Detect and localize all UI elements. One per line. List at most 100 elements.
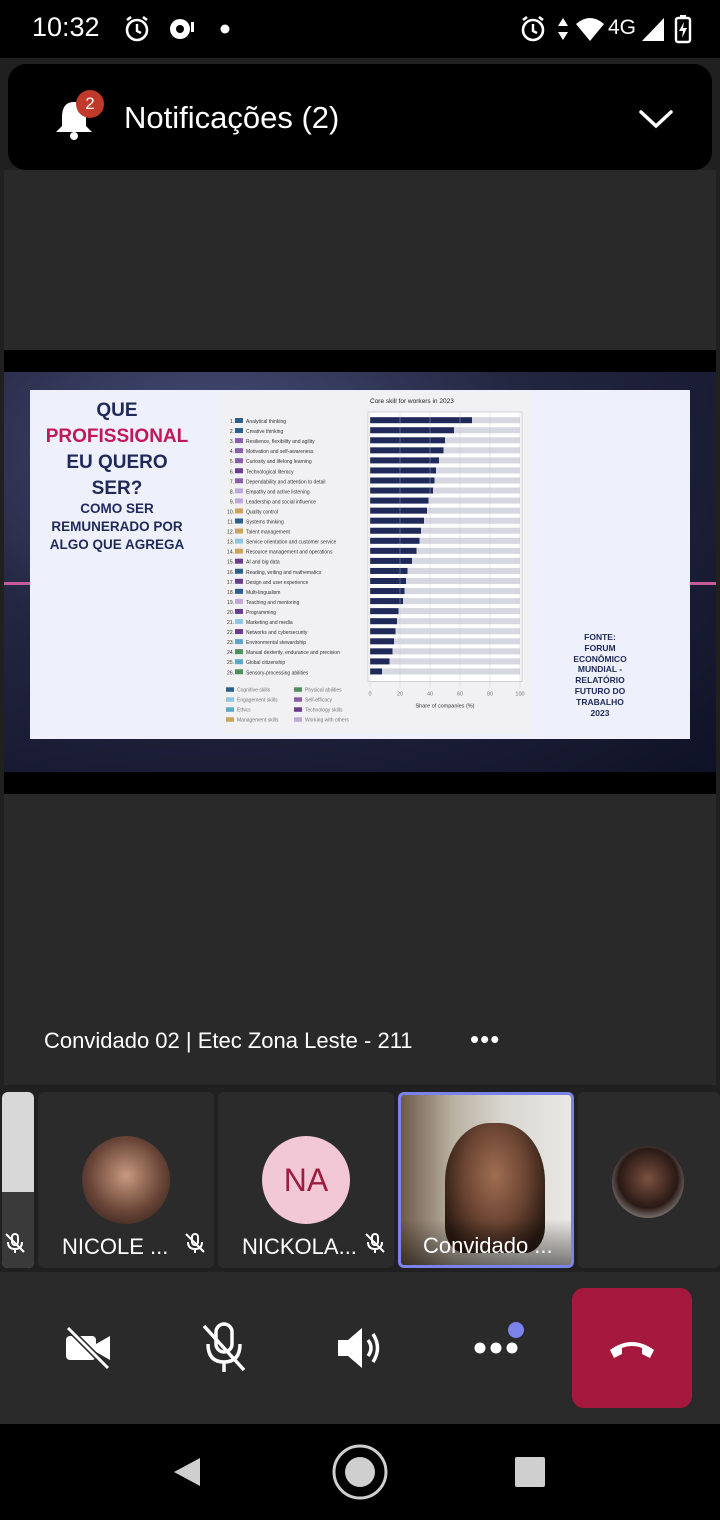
- chart-category-swatch: [235, 458, 243, 464]
- chart-category-label: Design and user experience: [246, 580, 308, 586]
- chart-category-swatch: [235, 518, 243, 524]
- chart-category-swatch: [235, 428, 243, 434]
- chart-bar: [370, 487, 433, 494]
- participant-name: NICKOLA...: [242, 1234, 357, 1259]
- chart-bar-track: [370, 467, 520, 474]
- slide-subtitle-line: REMUNERADO POR: [51, 519, 183, 534]
- chart-plot-frame: [367, 411, 523, 682]
- chart-category-label: Manual dexterity, endurance and precisio…: [246, 650, 340, 656]
- mic-off-icon: [5, 1233, 25, 1253]
- chart-category-label: Dependability and attention to detail: [246, 479, 326, 485]
- chart-bar: [370, 567, 408, 574]
- chart-bar: [370, 588, 405, 595]
- source-line: RELATÓRIO: [575, 675, 625, 686]
- source-line: 2023: [590, 707, 610, 718]
- slide-subtitle-line: COMO SER: [80, 501, 154, 516]
- chart-bar-track: [370, 457, 520, 464]
- chart-bar-track: [370, 567, 520, 574]
- chart-category-label: Service orientation and customer service: [246, 540, 337, 546]
- chart-category-label: Teaching and mentoring: [246, 600, 300, 606]
- chart-bar: [370, 467, 436, 474]
- chart-bar: [370, 638, 394, 645]
- back-icon[interactable]: [170, 1454, 206, 1490]
- notification-badge: 2: [76, 90, 104, 118]
- chart-category-label: Networks and cybersecurity: [246, 630, 308, 636]
- recents-icon[interactable]: [514, 1456, 546, 1488]
- avatar: [82, 1136, 170, 1224]
- source-line: ECONÔMICO: [573, 653, 627, 664]
- chart-category-label: AI and big data: [246, 560, 280, 566]
- participant-tile[interactable]: NA NICKOLA...: [218, 1092, 394, 1268]
- chart-category-swatch: [235, 448, 243, 454]
- chevron-down-icon[interactable]: [638, 106, 674, 132]
- status-bar: 10:32 4G: [0, 0, 720, 58]
- hang-up-icon: [610, 1342, 654, 1358]
- chart-category-swatch: [235, 649, 243, 655]
- chart-rank: 6.: [230, 469, 234, 475]
- chart-bar: [370, 578, 406, 584]
- chart-legend-swatch: [226, 717, 234, 722]
- chart-category-label: Motivation and self-awareness: [246, 449, 314, 455]
- chart-category-label: Global citizenship: [246, 660, 285, 666]
- speaker-icon[interactable]: [334, 1324, 386, 1372]
- chart-bar: [370, 648, 393, 655]
- chart-bar: [370, 497, 429, 504]
- participant-tile[interactable]: [578, 1092, 720, 1268]
- chart-bar-track: [370, 608, 520, 615]
- chart-bar-track: [370, 598, 520, 605]
- avatar: [612, 1146, 684, 1218]
- presenter-more-button[interactable]: •••: [470, 1024, 501, 1054]
- chart-bar: [370, 658, 390, 665]
- network-type: 4G: [608, 16, 637, 39]
- source-line: TRABALHO: [576, 696, 624, 707]
- chart-bar: [370, 417, 472, 424]
- chart-category-label: Analytical thinking: [246, 419, 286, 425]
- chart-rank: 9.: [230, 499, 234, 505]
- chart-bar-track: [370, 557, 520, 564]
- chart-bar: [370, 537, 420, 544]
- chart-category-label: Programming: [246, 610, 276, 616]
- chart-rank: 24.: [227, 650, 234, 656]
- chart-category-label: Marketing and media: [246, 620, 293, 626]
- participant-tile-active[interactable]: Convidado ...: [398, 1092, 574, 1268]
- chart-rank: 19.: [227, 600, 234, 606]
- skills-bar-chart: Core skill for workers in 2023 1. Analytic…: [226, 398, 525, 723]
- chart-category-swatch: [235, 438, 243, 444]
- wifi-icon: [576, 18, 604, 41]
- chart-rank: 15.: [227, 560, 234, 566]
- notifications-bar[interactable]: [8, 64, 712, 170]
- chart-bar-track: [370, 578, 520, 584]
- source-line: MUNDIAL -: [577, 664, 623, 675]
- chart-legend-label: Engagement skills: [237, 697, 278, 703]
- chart-bar-track: [370, 668, 520, 675]
- hang-up-button[interactable]: [572, 1288, 692, 1408]
- chart-x-tick: 40: [427, 691, 433, 697]
- chart-category-swatch: [235, 528, 243, 534]
- dot-icon: [220, 24, 230, 34]
- chart-category-label: Resilience, flexibility and agility: [246, 439, 315, 445]
- slide-title-line: EU QUERO: [66, 452, 168, 473]
- source-line: FUTURO DO: [574, 685, 626, 696]
- chart-bar: [370, 437, 445, 444]
- data-arrows-icon: [558, 18, 568, 40]
- home-icon[interactable]: [330, 1442, 390, 1502]
- participant-tile[interactable]: NICOLE ...: [38, 1092, 214, 1268]
- chart-bar: [370, 598, 403, 605]
- chart-title: Core skill for workers in 2023: [370, 398, 454, 405]
- status-time: 10:32: [32, 12, 100, 42]
- chart-category-swatch: [235, 659, 243, 665]
- mic-off-icon[interactable]: [198, 1320, 250, 1376]
- chart-legend-swatch: [226, 697, 234, 702]
- more-icon[interactable]: [470, 1318, 530, 1362]
- chart-rank: 8.: [230, 489, 234, 495]
- avatar-initials: NA: [262, 1136, 350, 1224]
- chart-bar-track: [370, 497, 520, 504]
- chart-rank: 13.: [227, 540, 234, 546]
- video-off-icon[interactable]: [62, 1322, 114, 1374]
- slide-title: QUE PROFISSIONAL EU QUERO SER?: [34, 398, 200, 502]
- chart-rank: 23.: [227, 640, 234, 646]
- chart-legend-label: Physical abilities: [305, 687, 342, 693]
- signal-icon: [642, 18, 664, 41]
- battery-charging-icon: [674, 15, 692, 44]
- chart-bar: [370, 427, 454, 434]
